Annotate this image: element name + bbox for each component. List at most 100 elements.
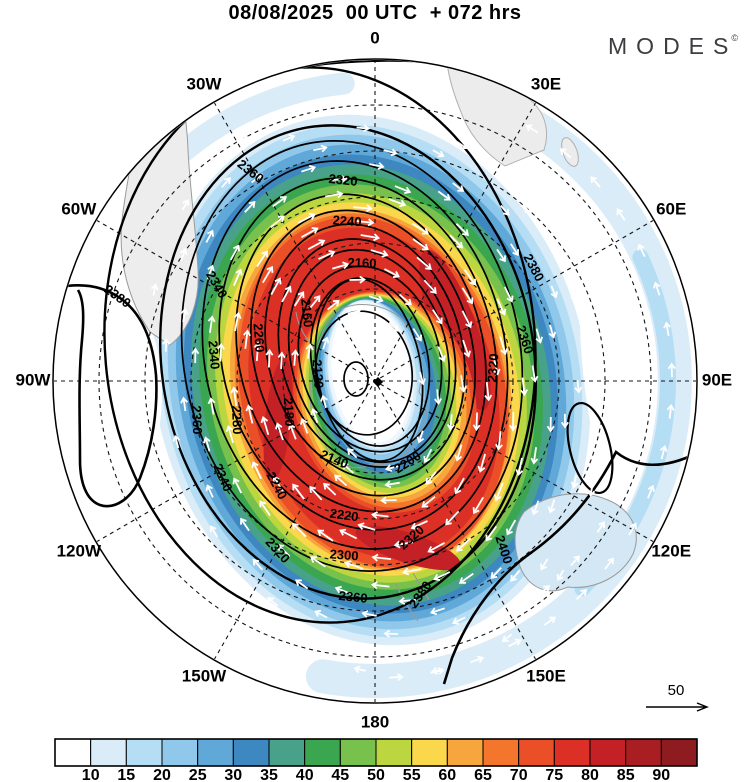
wind-arrow-head: [359, 275, 366, 284]
wind-arrow: [244, 330, 249, 349]
wind-arrow: [431, 607, 445, 614]
contour-label: 2300: [329, 546, 359, 563]
wind-arrow-head: [427, 546, 435, 553]
wind-arrow-head: [530, 457, 539, 465]
wind-arrow: [540, 558, 549, 570]
wind-arrow: [268, 350, 271, 368]
wind-arrow: [182, 309, 186, 323]
wind-arrow-head: [438, 355, 447, 363]
wind-arrow-head: [182, 199, 190, 206]
wind-arrow: [654, 282, 661, 296]
wind-arrow: [229, 245, 240, 261]
wind-arrow-head: [466, 297, 474, 305]
south-america-coastline: [120, 71, 199, 346]
wind-arrow-head: [365, 204, 373, 213]
wind-arrow-head: [232, 477, 240, 485]
colorbar-cell: [125, 738, 163, 767]
wind-arrow-head: [381, 250, 389, 258]
wind-arrow: [301, 227, 318, 238]
wind-arrow-head: [471, 627, 479, 636]
wind-arrow: [233, 269, 242, 286]
wind-arrow-head: [514, 638, 522, 646]
wind-arrow-head: [252, 558, 260, 566]
wind-arrow-head: [277, 215, 285, 223]
wind-arrow: [543, 616, 556, 626]
wind-arrow-head: [547, 506, 556, 514]
wind-arrow-head: [512, 249, 519, 257]
wind-arrow: [449, 414, 453, 430]
wind-arrow-head: [587, 489, 596, 497]
wind-arrow: [353, 206, 372, 210]
wind-arrow-head: [444, 193, 451, 201]
contour-label: 2220: [329, 506, 360, 525]
wind-arrow: [459, 572, 474, 584]
wind-arrow-head: [334, 474, 341, 482]
wind-arrow: [233, 138, 244, 147]
wind-arrow-head: [206, 229, 214, 237]
wind-arrow: [496, 248, 506, 262]
wind-arrow: [461, 287, 473, 304]
height-contour-2400-closed: [566, 402, 614, 494]
wind-arrow: [430, 669, 444, 674]
wind-arrow: [385, 481, 400, 486]
height-contour-2400-right: [442, 449, 696, 685]
wind-arrow-head: [515, 469, 524, 477]
wind-arrow-head: [371, 553, 379, 562]
wind-arrow: [360, 234, 379, 239]
wind-arrow: [539, 585, 550, 595]
wind-arrow: [432, 149, 444, 157]
colorbar-cell: [54, 738, 92, 767]
wind-arrow: [424, 448, 433, 463]
colorbar-cell: [375, 738, 413, 767]
wind-arrow: [485, 525, 498, 541]
wind-arrow-head: [477, 465, 486, 473]
wind-arrow-head: [454, 454, 463, 462]
colorbar-tick: 20: [153, 767, 171, 782]
wind-arrow: [642, 360, 645, 373]
wind-arrow-head: [323, 482, 330, 490]
colorbar-tick: 40: [296, 767, 314, 782]
wind-arrow: [497, 431, 502, 450]
wind-arrow: [356, 126, 369, 130]
height-contour-2200: [287, 248, 451, 464]
wind-arrow: [415, 649, 428, 653]
wind-arrow-head: [287, 422, 296, 431]
wind-arrow-head: [277, 351, 286, 359]
longitude-label-60E: 60E: [656, 199, 686, 218]
wind-arrow-head: [667, 362, 676, 370]
height-contour-2340: [180, 140, 524, 572]
wind-arrow-head: [342, 261, 350, 270]
wind-arrow: [412, 238, 429, 251]
wind-arrow: [502, 633, 513, 642]
reference-vector-label: 50: [668, 682, 685, 699]
height-contour-2240: [264, 223, 466, 481]
wind-arrow-head: [308, 164, 317, 173]
colorbar-cell: [161, 738, 199, 767]
contour-label: 2360: [338, 588, 368, 606]
wind-arrow-head: [434, 398, 442, 405]
wind-arrow-head: [659, 444, 668, 453]
wind-arrow: [475, 412, 478, 430]
wind-vectors: [145, 105, 676, 682]
wind-arrow: [499, 336, 507, 355]
wind-arrow-head: [305, 343, 314, 351]
wind-arrow: [330, 177, 347, 182]
colorbar-tick: 65: [474, 767, 492, 782]
longitude-label-90E: 90E: [702, 370, 732, 389]
wind-arrow: [500, 204, 510, 216]
wind-arrow-head: [410, 522, 418, 530]
wind-arrow-head: [484, 621, 492, 628]
wind-shading-max-patch: [263, 358, 293, 482]
wind-arrow: [423, 279, 437, 294]
wind-arrow: [473, 496, 484, 514]
wind-arrow-head: [493, 494, 502, 502]
wind-arrow-head: [574, 386, 583, 394]
wind-arrow: [354, 667, 366, 672]
wind-arrow-head: [295, 579, 302, 587]
colorbar-tick: 75: [545, 767, 563, 782]
wind-arrow: [668, 405, 672, 419]
modes-logo-text: MODES: [608, 33, 738, 59]
wind-arrow: [456, 537, 472, 552]
